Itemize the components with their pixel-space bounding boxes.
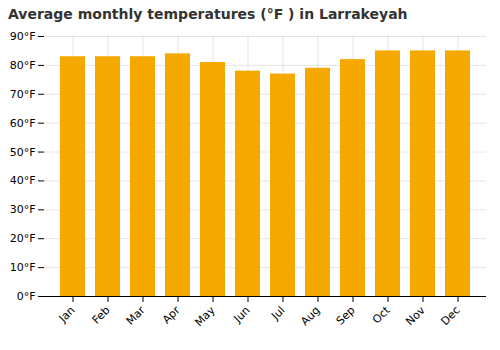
svg-text:80°F: 80°F <box>10 59 36 72</box>
svg-text:30°F: 30°F <box>10 203 36 216</box>
svg-text:90°F: 90°F <box>10 30 36 43</box>
svg-text:Sep: Sep <box>334 304 358 328</box>
svg-text:Jun: Jun <box>231 304 253 326</box>
svg-text:Apr: Apr <box>160 303 183 326</box>
svg-text:Mar: Mar <box>124 303 148 327</box>
svg-text:50°F: 50°F <box>10 146 36 159</box>
svg-text:Jul: Jul <box>268 304 287 323</box>
svg-text:40°F: 40°F <box>10 174 36 187</box>
svg-text:60°F: 60°F <box>10 117 36 130</box>
svg-text:Dec: Dec <box>438 304 462 328</box>
svg-text:Oct: Oct <box>370 303 393 326</box>
svg-text:70°F: 70°F <box>10 88 36 101</box>
svg-text:10°F: 10°F <box>10 261 36 274</box>
svg-text:Nov: Nov <box>403 303 428 328</box>
svg-text:20°F: 20°F <box>10 232 36 245</box>
svg-text:Feb: Feb <box>90 304 113 327</box>
svg-text:May: May <box>192 303 218 329</box>
svg-text:0°F: 0°F <box>17 290 36 303</box>
svg-text:Aug: Aug <box>298 304 322 328</box>
svg-text:Jan: Jan <box>56 304 78 326</box>
html-text:Average monthly temperatures (: Average monthly temperatures (°F ) in La… <box>8 6 408 22</box>
